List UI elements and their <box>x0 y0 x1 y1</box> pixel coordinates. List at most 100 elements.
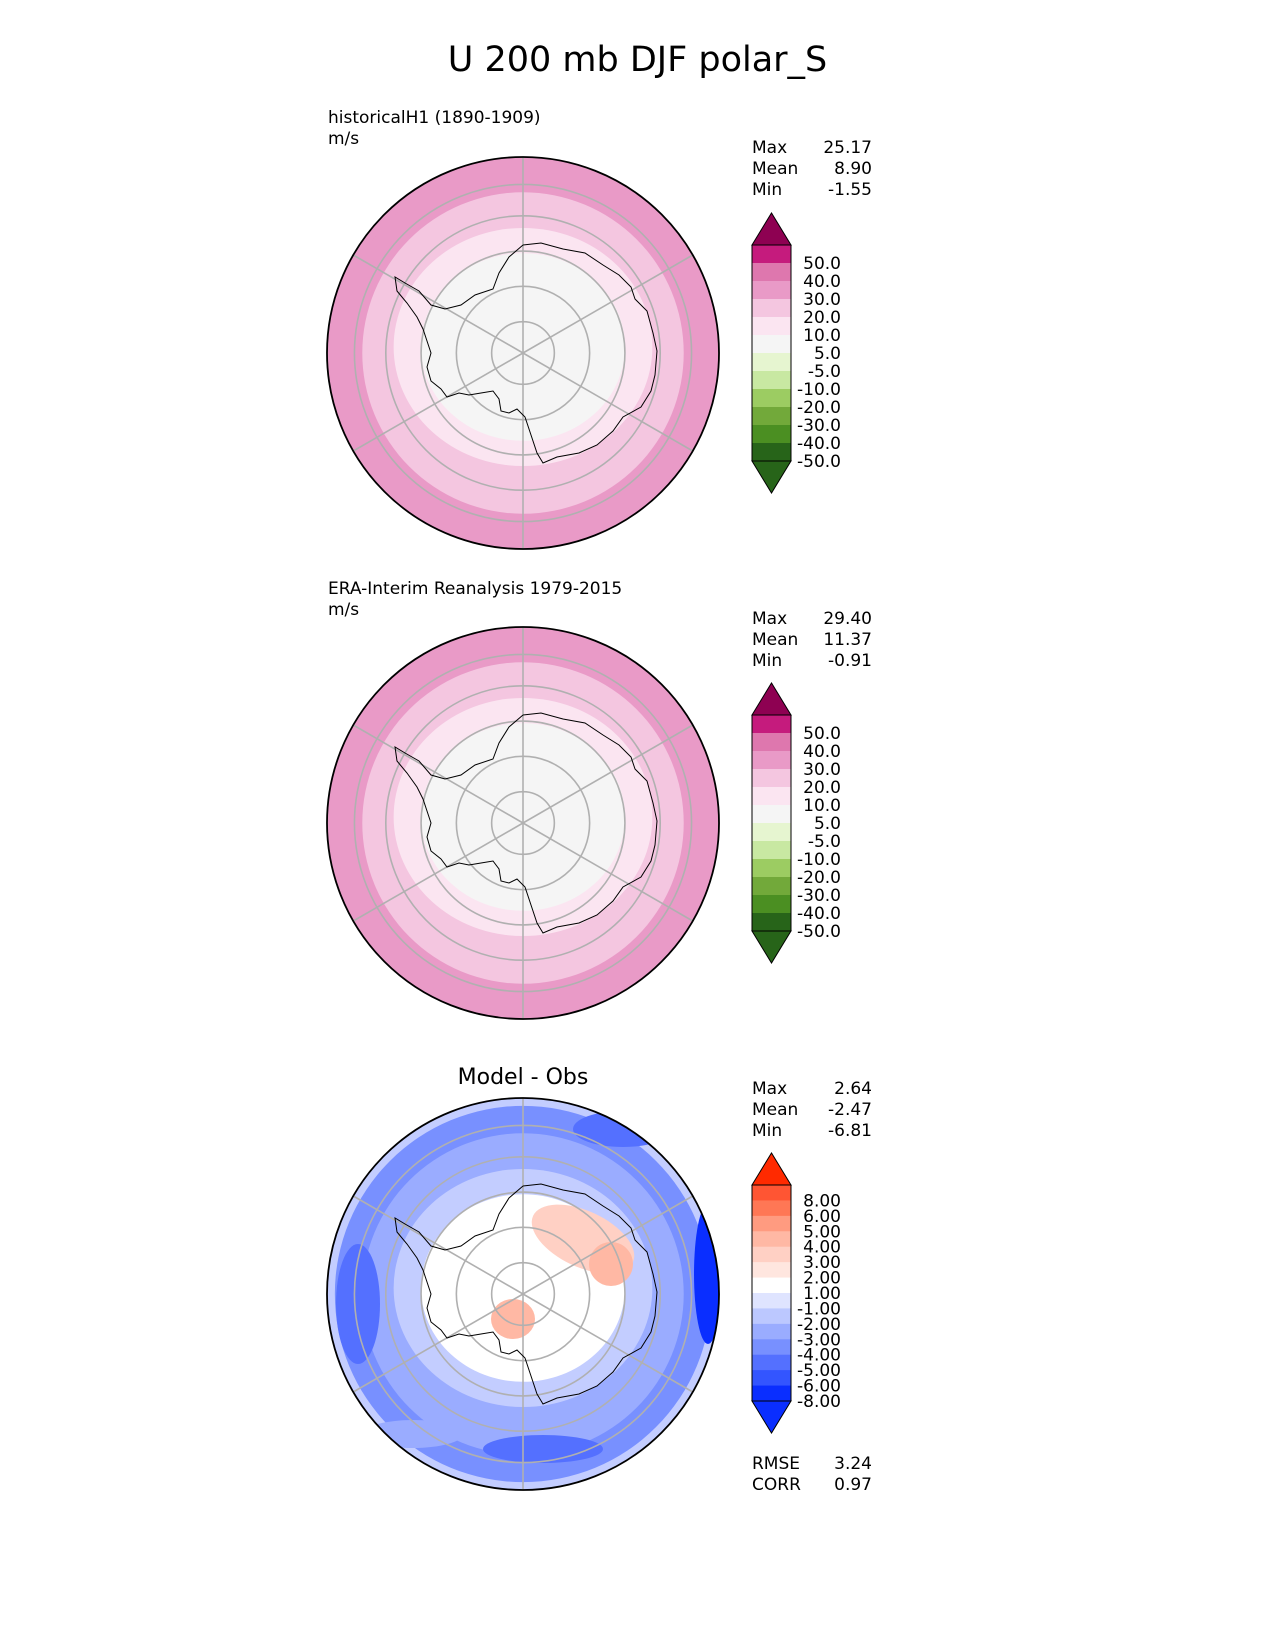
positive-anomaly <box>589 1242 633 1286</box>
colorbar-tick-label: -30.0 <box>797 416 841 436</box>
colorbar-segment <box>752 1277 791 1294</box>
map-boundary <box>326 1097 720 1491</box>
colorbar-tick-label: 10.0 <box>803 326 841 346</box>
colorbar-segment <box>752 841 791 860</box>
panel-2-max-label: Max <box>752 609 788 629</box>
panel-1-title: historicalH1 (1890-1909) <box>328 108 541 128</box>
colorbar-segment <box>752 751 791 770</box>
panel-3-corr-value: 0.97 <box>834 1475 872 1495</box>
colorbar-tick-label: 5.0 <box>814 814 841 834</box>
colorbar-segment <box>752 913 791 932</box>
colorbar-segment <box>752 859 791 878</box>
colorbar-extension-max <box>751 1152 792 1186</box>
meridian-gridline <box>352 352 524 452</box>
panel-3-rmse-value: 3.24 <box>834 1454 872 1474</box>
panel-1-colorbar: 50.040.030.020.010.05.0-5.0-10.0-20.0-30… <box>751 212 841 494</box>
panel-3-map <box>326 1097 720 1491</box>
colorbar-tick-label: 50.0 <box>803 724 841 744</box>
colorbar-tick-label: -5.0 <box>808 832 841 852</box>
colorbar-tick-label: -4.00 <box>797 1346 841 1366</box>
antarctica-coastline <box>394 1183 658 1405</box>
colorbar-segment <box>752 877 791 896</box>
colorbar-frame <box>751 244 792 462</box>
colorbar-segment <box>752 1354 791 1371</box>
meridian-gridline <box>352 254 524 354</box>
panel-2-mean-label: Mean <box>752 630 799 650</box>
negative-anomaly <box>336 1244 380 1364</box>
colorbar-segment <box>752 895 791 914</box>
colorbar-frame <box>751 1184 792 1402</box>
figure-title: U 200 mb DJF polar_S <box>447 40 828 80</box>
panel-3-mean-label: Mean <box>752 1100 799 1120</box>
panel-2-units: m/s <box>328 600 360 620</box>
meridian-gridline <box>522 352 694 452</box>
panel-1-mean-label: Mean <box>752 159 799 179</box>
colorbar-segment <box>752 263 791 282</box>
colorbar-segment <box>752 281 791 300</box>
colorbar-tick-label: -5.00 <box>797 1361 841 1381</box>
colorbar-tick-label: -2.00 <box>797 1315 841 1335</box>
panel-2-max-value: 29.40 <box>823 609 872 629</box>
negative-anomaly <box>573 1111 673 1147</box>
field-layer <box>327 627 719 1019</box>
colorbar-tick-label: -50.0 <box>797 452 841 472</box>
colorbar-segment <box>752 353 791 372</box>
antarctica-coastline <box>394 712 658 934</box>
colorbar-tick-label: -40.0 <box>797 904 841 924</box>
colorbar-segment <box>752 407 791 426</box>
colorbar-segment <box>752 1231 791 1248</box>
colorbar-tick-label: 3.00 <box>803 1253 841 1273</box>
colorbar-tick-label: 4.00 <box>803 1238 841 1258</box>
colorbar-frame <box>751 714 792 932</box>
colorbar-extension-max <box>751 212 792 246</box>
colorbar-tick-label: 40.0 <box>803 742 841 762</box>
panel-2-min-value: -0.91 <box>828 651 872 671</box>
colorbar-segment <box>752 1246 791 1263</box>
colorbar-extension-min <box>751 460 792 494</box>
panel-1-min-value: -1.55 <box>828 180 872 200</box>
negative-anomaly <box>483 1435 603 1463</box>
panel-2-mean-value: 11.37 <box>823 630 872 650</box>
colorbar-tick-label: -50.0 <box>797 922 841 942</box>
negative-anomaly <box>363 1420 463 1448</box>
colorbar-segment <box>752 1200 791 1217</box>
panel-2-title: ERA-Interim Reanalysis 1979-2015 <box>328 579 623 599</box>
colorbar-segment <box>752 443 791 462</box>
panel-1-max-label: Max <box>752 138 788 158</box>
colorbar-segment <box>752 1215 791 1232</box>
meridian-gridline <box>522 724 694 824</box>
colorbar-segment <box>752 1308 791 1325</box>
field-layer <box>327 157 719 549</box>
colorbar-extension-min <box>751 1400 792 1434</box>
colorbar-tick-label: -3.00 <box>797 1330 841 1350</box>
map-boundary <box>326 626 720 1020</box>
colorbar-extension-min <box>751 930 792 964</box>
colorbar-tick-label: -8.00 <box>797 1392 841 1412</box>
colorbar-segment <box>752 1339 791 1356</box>
colorbar-tick-label: -20.0 <box>797 868 841 888</box>
colorbar-segment <box>752 1185 791 1201</box>
colorbar-tick-label: 5.0 <box>814 344 841 364</box>
meridian-gridline <box>522 1293 694 1393</box>
antarctica-coastline <box>394 242 658 464</box>
meridian-gridline <box>352 1293 524 1393</box>
panel-2-min-label: Min <box>752 651 783 671</box>
colorbar-tick-label: 50.0 <box>803 254 841 274</box>
colorbar-tick-label: 6.00 <box>803 1207 841 1227</box>
colorbar-segment <box>752 769 791 788</box>
colorbar-segment <box>752 1385 791 1402</box>
colorbar-segment <box>752 805 791 824</box>
colorbar-tick-label: -40.0 <box>797 434 841 454</box>
meridian-gridline <box>522 822 694 922</box>
colorbar-segment <box>752 1262 791 1279</box>
colorbar-tick-label: 40.0 <box>803 272 841 292</box>
colorbar-tick-label: -5.0 <box>808 362 841 382</box>
colorbar-tick-label: -6.00 <box>797 1377 841 1397</box>
panel-3-rmse-label: RMSE <box>752 1454 801 1474</box>
panel-1-units: m/s <box>328 129 360 149</box>
colorbar-tick-label: 8.00 <box>803 1191 841 1211</box>
meridian-gridline <box>522 254 694 354</box>
panel-2-map <box>326 626 720 1020</box>
panel-3-max-value: 2.64 <box>834 1079 872 1099</box>
